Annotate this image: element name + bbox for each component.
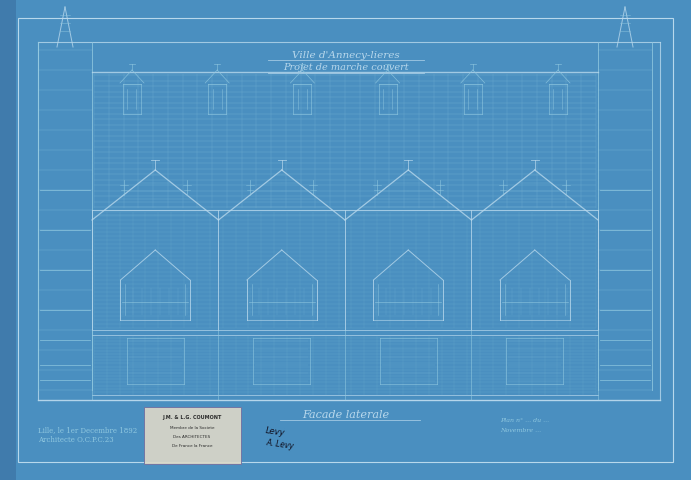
Bar: [0, 0, 16, 480]
Text: J.M. & L.G. COUMONT: J.M. & L.G. COUMONT: [162, 416, 222, 420]
Text: A. Levy: A. Levy: [265, 439, 294, 451]
Text: Lille, le 1er Decembre 1892: Lille, le 1er Decembre 1892: [38, 426, 138, 434]
FancyBboxPatch shape: [144, 407, 241, 464]
Text: Levy: Levy: [265, 426, 286, 438]
Text: Des ARCHITECTES: Des ARCHITECTES: [173, 435, 211, 439]
Text: Membre de la Societe: Membre de la Societe: [170, 426, 214, 430]
Text: Ville d'Annecy-lieres: Ville d'Annecy-lieres: [292, 50, 400, 60]
Text: Plan n° ... du ...: Plan n° ... du ...: [500, 418, 549, 422]
Text: Architecte O.C.P.C.23: Architecte O.C.P.C.23: [38, 436, 113, 444]
Text: De France la France: De France la France: [172, 444, 212, 448]
Text: Novembre ...: Novembre ...: [500, 428, 541, 432]
Text: Facade laterale: Facade laterale: [303, 410, 390, 420]
Text: Projet de marche couvert: Projet de marche couvert: [283, 63, 409, 72]
